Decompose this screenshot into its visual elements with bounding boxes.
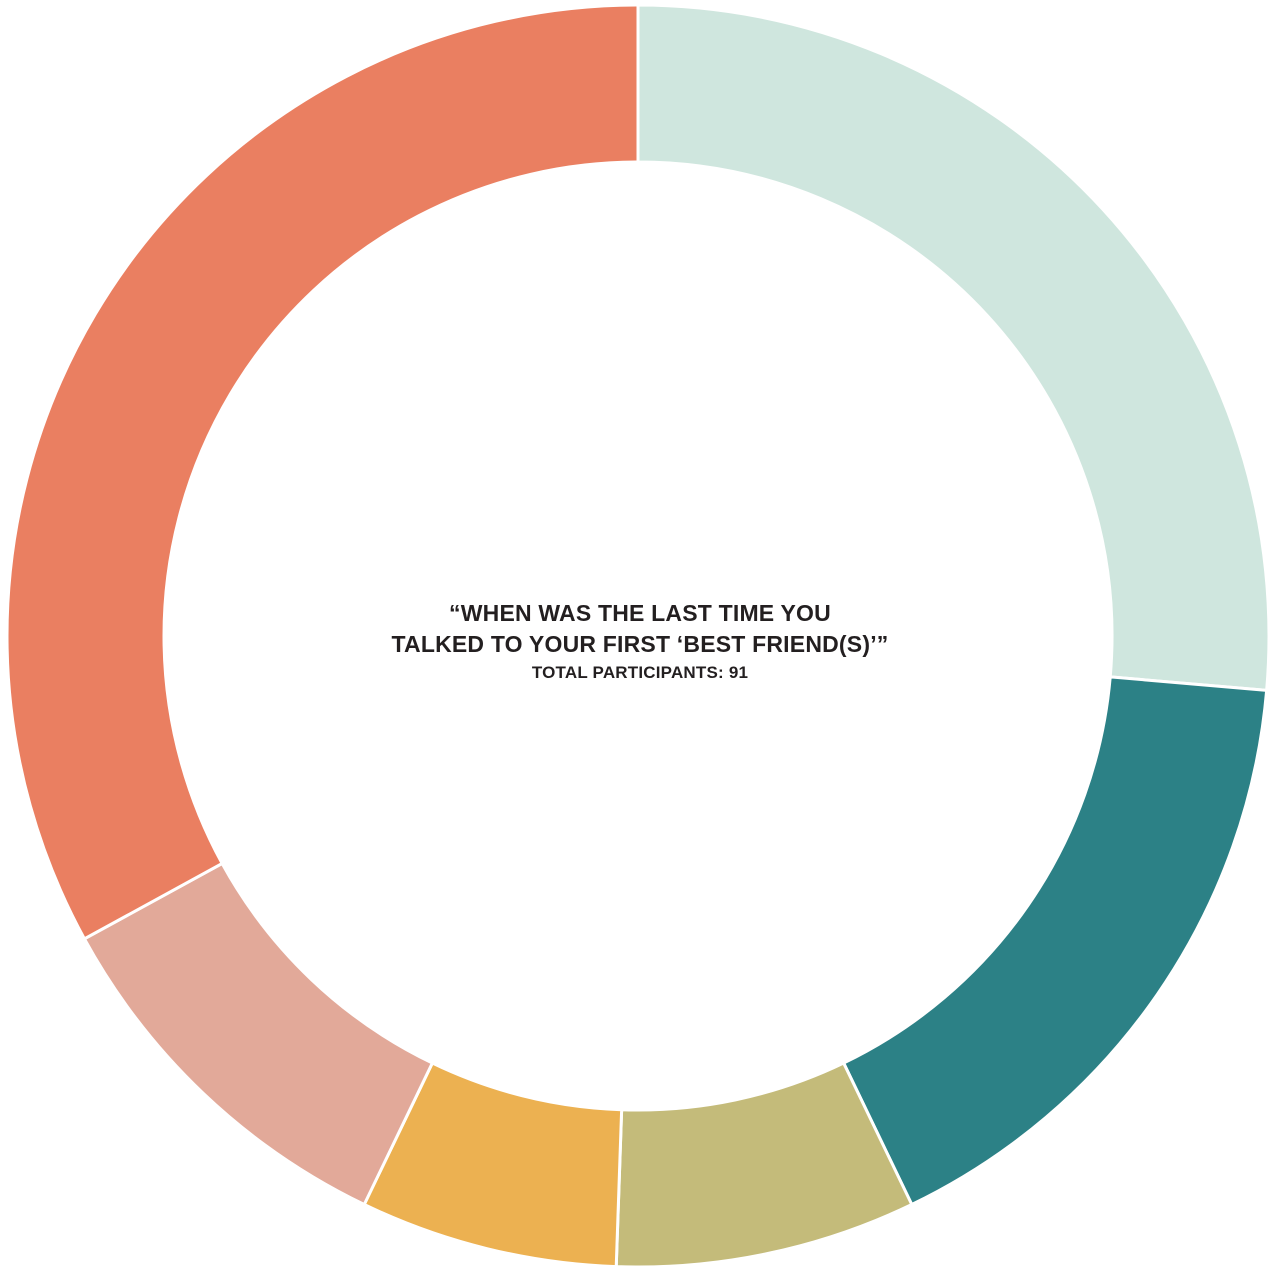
chart-center-label: “WHEN WAS THE LAST TIME YOU TALKED TO YO… xyxy=(236,598,1044,686)
donut-slices xyxy=(5,3,1271,1266)
chart-subtitle: TOTAL PARTICIPANTS: 91 xyxy=(531,663,749,682)
donut-slice-6 xyxy=(5,3,640,941)
donut-slice-1 xyxy=(636,3,1271,693)
donut-slice-2 xyxy=(841,675,1269,1207)
donut-slice-5 xyxy=(82,861,435,1207)
chart-title-line-1: “WHEN WAS THE LAST TIME YOU xyxy=(449,600,831,626)
donut-slice-3 xyxy=(614,1061,914,1266)
chart-title-line-2: TALKED TO YOUR FIRST ‘BEST FRIEND(S)’” xyxy=(391,631,889,657)
